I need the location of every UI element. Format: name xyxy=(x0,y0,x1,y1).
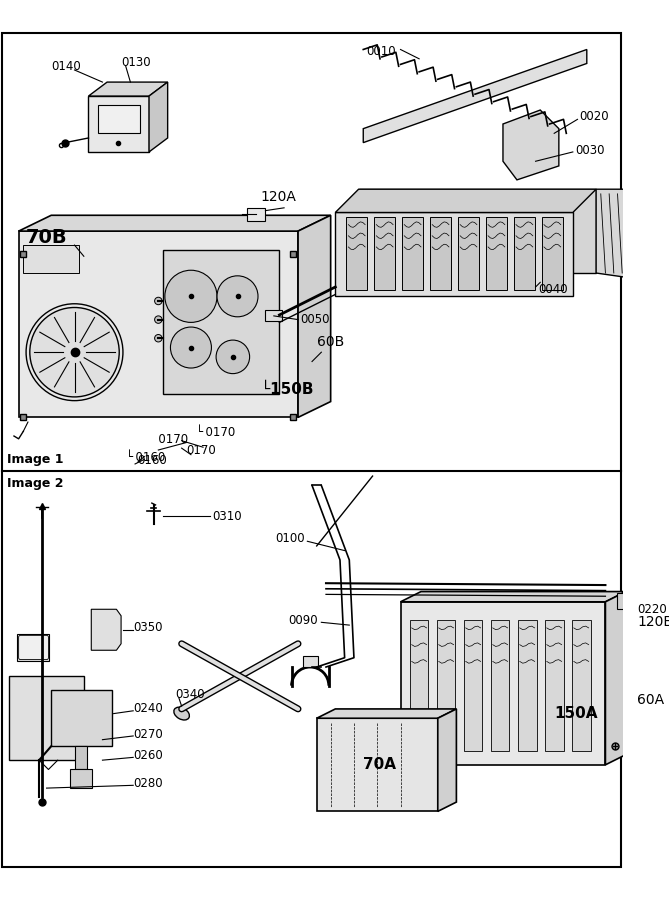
Text: 0010: 0010 xyxy=(366,45,395,58)
Text: 0090: 0090 xyxy=(289,614,318,627)
Text: 0040: 0040 xyxy=(539,284,568,296)
Polygon shape xyxy=(19,215,330,231)
Text: 150A: 150A xyxy=(554,706,597,721)
Bar xyxy=(572,620,591,751)
Polygon shape xyxy=(401,602,605,765)
Text: └150B: └150B xyxy=(261,382,313,397)
Circle shape xyxy=(217,275,258,317)
Text: 0130: 0130 xyxy=(121,56,151,69)
Bar xyxy=(464,620,482,751)
Bar xyxy=(486,217,506,290)
FancyBboxPatch shape xyxy=(19,635,48,660)
Text: 0160: 0160 xyxy=(137,454,167,467)
Ellipse shape xyxy=(174,707,189,720)
Polygon shape xyxy=(19,231,298,418)
Polygon shape xyxy=(503,110,559,180)
Bar xyxy=(410,620,428,751)
Ellipse shape xyxy=(54,705,108,733)
Text: 0170: 0170 xyxy=(157,434,189,446)
Text: 0260: 0260 xyxy=(133,749,163,762)
Bar xyxy=(98,105,140,133)
Polygon shape xyxy=(363,50,587,142)
Text: 120B: 120B xyxy=(637,616,669,629)
Text: 0310: 0310 xyxy=(212,509,242,523)
Bar xyxy=(17,634,50,661)
Polygon shape xyxy=(605,591,626,765)
Polygon shape xyxy=(335,189,596,212)
Text: 70B: 70B xyxy=(26,229,68,248)
Text: 60B: 60B xyxy=(316,335,344,348)
Bar xyxy=(491,620,510,751)
Circle shape xyxy=(30,308,119,397)
Text: └ 0170: └ 0170 xyxy=(195,426,235,439)
Text: 0350: 0350 xyxy=(133,621,163,634)
Bar xyxy=(542,217,563,290)
Polygon shape xyxy=(596,189,662,283)
Text: 0340: 0340 xyxy=(175,688,205,701)
Text: 0020: 0020 xyxy=(579,110,609,123)
Text: Image 1: Image 1 xyxy=(7,453,64,466)
Text: 0140: 0140 xyxy=(52,59,81,73)
Bar xyxy=(23,245,79,273)
Bar xyxy=(518,620,537,751)
Bar xyxy=(458,217,479,290)
Circle shape xyxy=(155,316,162,323)
Polygon shape xyxy=(316,709,456,718)
Text: 0270: 0270 xyxy=(133,727,163,741)
Bar xyxy=(266,310,282,321)
Polygon shape xyxy=(316,718,438,812)
Text: 0280: 0280 xyxy=(133,777,163,790)
Polygon shape xyxy=(91,609,121,651)
Circle shape xyxy=(216,340,250,374)
Bar xyxy=(302,656,318,667)
Bar xyxy=(402,217,423,290)
Text: 120A: 120A xyxy=(261,190,296,204)
Bar xyxy=(437,620,456,751)
Polygon shape xyxy=(88,96,149,152)
Bar xyxy=(514,217,535,290)
Bar xyxy=(430,217,451,290)
Text: 60A: 60A xyxy=(637,693,664,706)
Circle shape xyxy=(165,270,217,322)
Bar xyxy=(617,592,634,609)
Bar xyxy=(347,217,367,290)
Bar xyxy=(247,208,266,220)
Text: 0170: 0170 xyxy=(186,445,216,457)
Bar xyxy=(545,620,563,751)
Polygon shape xyxy=(88,82,168,96)
Polygon shape xyxy=(359,189,596,273)
Polygon shape xyxy=(438,709,456,812)
Polygon shape xyxy=(298,215,330,418)
Bar xyxy=(163,249,280,394)
Text: └ 0160: └ 0160 xyxy=(126,451,165,464)
Text: Image 2: Image 2 xyxy=(7,477,64,490)
Circle shape xyxy=(155,335,162,342)
Text: 0100: 0100 xyxy=(275,532,304,545)
Text: 0030: 0030 xyxy=(575,144,605,157)
Polygon shape xyxy=(401,591,626,602)
Circle shape xyxy=(171,327,211,368)
Polygon shape xyxy=(9,676,84,760)
Bar xyxy=(70,770,92,788)
Bar xyxy=(76,746,86,769)
Text: 0240: 0240 xyxy=(133,702,163,716)
Circle shape xyxy=(155,297,162,305)
Polygon shape xyxy=(335,212,573,296)
Bar xyxy=(375,217,395,290)
Text: 0050: 0050 xyxy=(300,313,329,326)
Bar xyxy=(52,690,112,746)
Text: 0220: 0220 xyxy=(637,603,667,616)
Polygon shape xyxy=(149,82,168,152)
Text: 70A: 70A xyxy=(363,758,396,772)
